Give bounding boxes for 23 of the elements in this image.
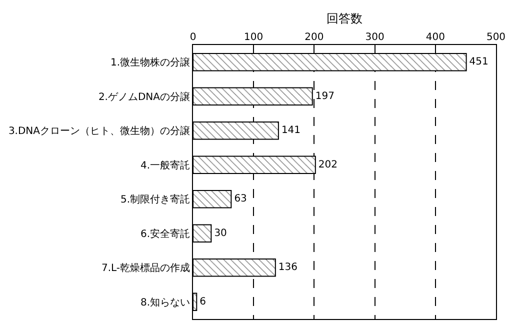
- y-tick-label: 7.L-乾燥標品の作成: [101, 262, 190, 274]
- data-label: 451: [469, 56, 488, 68]
- data-label: 136: [278, 262, 298, 274]
- data-label: 197: [315, 90, 334, 102]
- x-tick-label: 100: [244, 32, 264, 43]
- y-tick-label: 5.制限付き寄託: [120, 194, 190, 206]
- y-tick-label: 1.微生物株の分譲: [110, 56, 190, 69]
- x-tick-label: 200: [304, 32, 324, 43]
- data-label: 30: [214, 228, 227, 239]
- y-tick-label: 4.一般寄託: [140, 159, 190, 172]
- data-label: 6: [200, 296, 206, 308]
- x-tick-label: 300: [365, 32, 384, 43]
- y-tick-label: 3.DNAクローン（ヒト、微生物）の分譲: [8, 125, 190, 138]
- x-tick-label: 500: [486, 32, 506, 43]
- x-tick-label: 400: [426, 32, 445, 43]
- y-tick-label: 8.知らない: [140, 296, 190, 308]
- data-label: 202: [318, 159, 338, 170]
- y-tick-label: 2.ゲノムDNAの分譲: [98, 90, 190, 103]
- data-label: 141: [281, 125, 301, 136]
- y-tick-label: 6.安全寄託: [140, 228, 190, 240]
- x-axis-title: 回答数: [326, 11, 362, 26]
- data-label: 63: [234, 194, 247, 205]
- x-tick-label: 0: [190, 32, 196, 43]
